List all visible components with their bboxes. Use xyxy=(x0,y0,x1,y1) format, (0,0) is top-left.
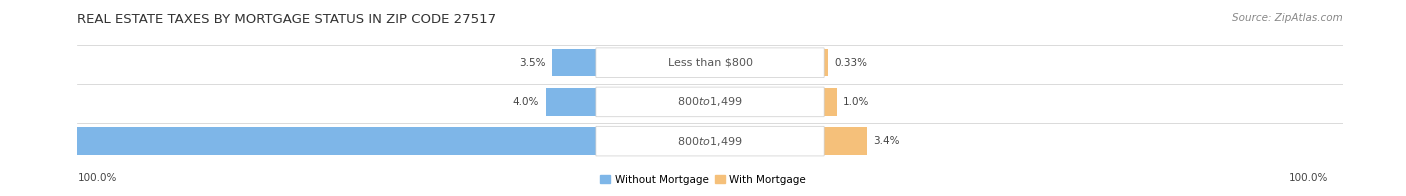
Bar xyxy=(824,127,868,155)
Text: REAL ESTATE TAXES BY MORTGAGE STATUS IN ZIP CODE 27517: REAL ESTATE TAXES BY MORTGAGE STATUS IN … xyxy=(77,13,496,26)
Text: 100.0%: 100.0% xyxy=(1289,173,1329,183)
Bar xyxy=(546,88,596,116)
Bar xyxy=(824,49,828,76)
Text: 0.33%: 0.33% xyxy=(834,58,868,68)
FancyBboxPatch shape xyxy=(596,87,824,117)
Text: $800 to $1,499: $800 to $1,499 xyxy=(678,95,742,108)
FancyBboxPatch shape xyxy=(596,126,824,156)
Text: 3.4%: 3.4% xyxy=(873,136,900,146)
Bar xyxy=(553,49,596,76)
Bar xyxy=(824,88,837,116)
Text: 4.0%: 4.0% xyxy=(513,97,540,107)
Text: 100.0%: 100.0% xyxy=(77,173,117,183)
Text: 1.0%: 1.0% xyxy=(844,97,869,107)
Text: 3.5%: 3.5% xyxy=(519,58,546,68)
Text: Less than $800: Less than $800 xyxy=(668,58,752,68)
Text: Source: ZipAtlas.com: Source: ZipAtlas.com xyxy=(1232,13,1343,23)
Legend: Without Mortgage, With Mortgage: Without Mortgage, With Mortgage xyxy=(596,171,810,189)
Bar xyxy=(0,127,596,155)
Text: $800 to $1,499: $800 to $1,499 xyxy=(678,135,742,148)
FancyBboxPatch shape xyxy=(596,48,824,78)
